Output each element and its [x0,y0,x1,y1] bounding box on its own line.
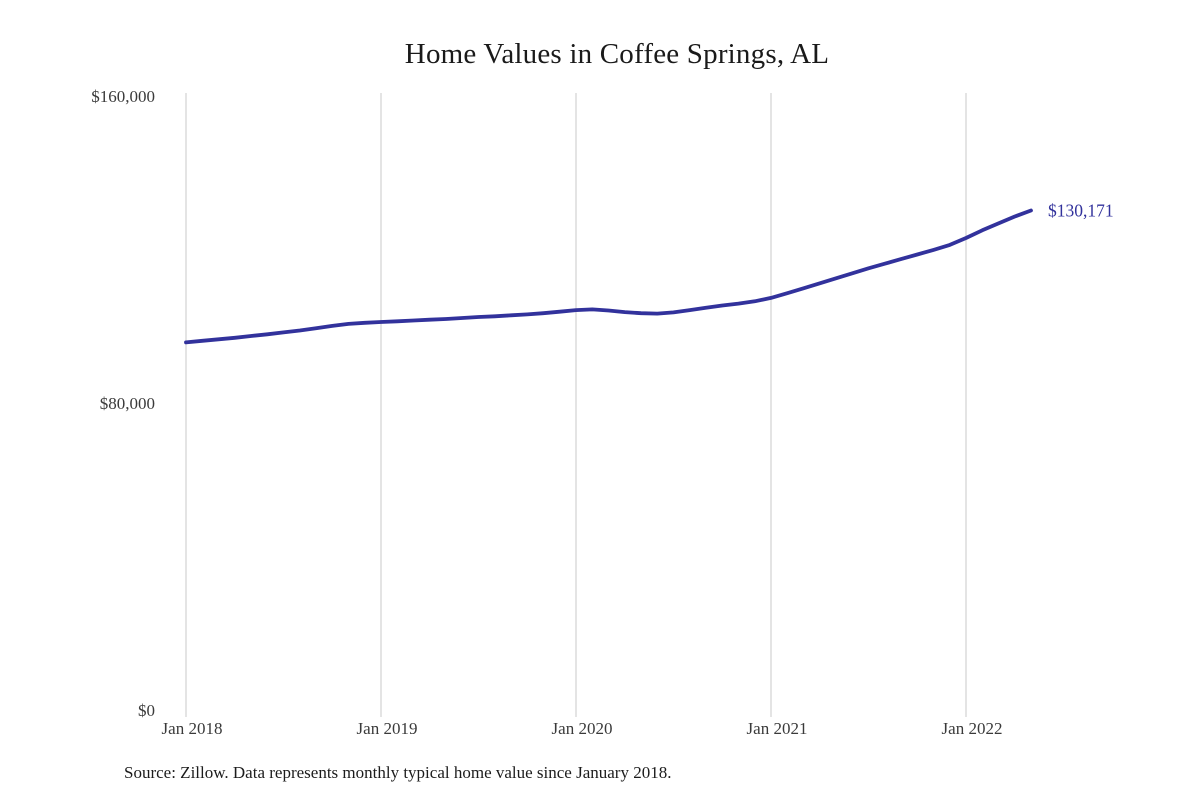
x-axis-tick-label: Jan 2022 [942,719,1003,738]
x-axis-tick-label: Jan 2021 [747,719,808,738]
y-axis-tick-label: $80,000 [100,394,155,413]
y-axis-tick-label: $160,000 [91,87,155,106]
x-axis-tick-label: Jan 2019 [357,719,418,738]
x-axis-tick-label: Jan 2020 [552,719,613,738]
source-note: Source: Zillow. Data represents monthly … [124,763,672,782]
home-value-series-line [184,208,1033,345]
chart-title: Home Values in Coffee Springs, AL [404,38,830,70]
latest-value-label: $130,171 [1048,200,1114,220]
y-axis-tick-label: $0 [138,701,155,720]
x-axis-tick-label: Jan 2018 [162,719,223,738]
